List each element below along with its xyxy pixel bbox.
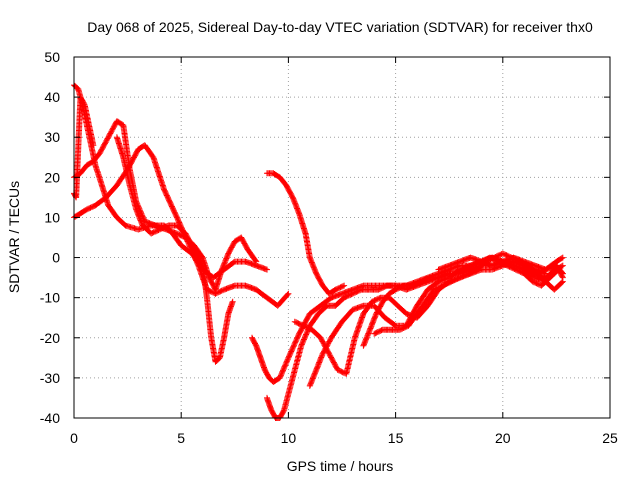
data-point (292, 338, 299, 345)
series-pass-11 (360, 254, 566, 349)
chart-title: Day 068 of 2025, Sidereal Day-to-day VTE… (87, 19, 593, 35)
data-point (199, 261, 205, 268)
y-tick-label: 0 (52, 250, 60, 266)
data-point (253, 258, 260, 265)
data-point (264, 266, 270, 273)
data-point (90, 142, 97, 149)
y-axis-title: SDTVAR / TECUs (6, 181, 22, 293)
y-tick-label: -30 (40, 370, 60, 386)
plot-frame (73, 56, 611, 419)
series-pass-5 (71, 94, 97, 201)
series-pass-8 (264, 170, 348, 297)
data-point (294, 334, 301, 341)
data-point (339, 283, 346, 290)
x-tick-label: 10 (281, 430, 297, 446)
x-axis-title: GPS time / hours (287, 458, 394, 474)
data-point (559, 254, 566, 261)
data-point (559, 269, 565, 276)
x-tick-label: 0 (70, 430, 78, 446)
series-pass-4 (113, 134, 236, 365)
data-point (341, 282, 348, 289)
data-point (558, 279, 565, 286)
y-tick-labels: -40 -30 -20 -10 0 10 20 30 40 50 (40, 49, 60, 426)
y-tick-label: 50 (44, 49, 60, 65)
y-tick-label: 30 (44, 129, 60, 145)
y-tick-label: 10 (44, 209, 60, 225)
data-point (558, 255, 565, 262)
y-tick-label: -40 (40, 410, 60, 426)
data-point (291, 342, 297, 349)
ticks (73, 56, 611, 419)
data-point (252, 257, 259, 264)
data-point (289, 346, 296, 352)
x-tick-label: 5 (177, 430, 185, 446)
data-point (559, 270, 566, 277)
y-tick-label: 20 (44, 169, 60, 185)
x-tick-label: 15 (388, 430, 404, 446)
x-tick-label: 25 (602, 430, 618, 446)
y-tick-label: -20 (40, 330, 60, 346)
series-pass-1 (71, 82, 270, 281)
data-point (559, 262, 566, 269)
data-point (558, 263, 565, 270)
series-pass-3 (71, 142, 292, 309)
y-tick-label: 40 (44, 89, 60, 105)
grid (74, 57, 610, 418)
data-points (71, 82, 566, 421)
data-point (229, 298, 236, 305)
data-point (285, 290, 292, 297)
data-point (559, 278, 566, 285)
x-tick-label: 20 (495, 430, 511, 446)
series-pass-13 (435, 254, 566, 273)
data-point (284, 291, 291, 298)
data-point (175, 218, 182, 225)
y-tick-label: -10 (40, 290, 60, 306)
x-tick-labels: 0 5 10 15 20 25 (70, 430, 618, 446)
data-point (173, 214, 180, 221)
